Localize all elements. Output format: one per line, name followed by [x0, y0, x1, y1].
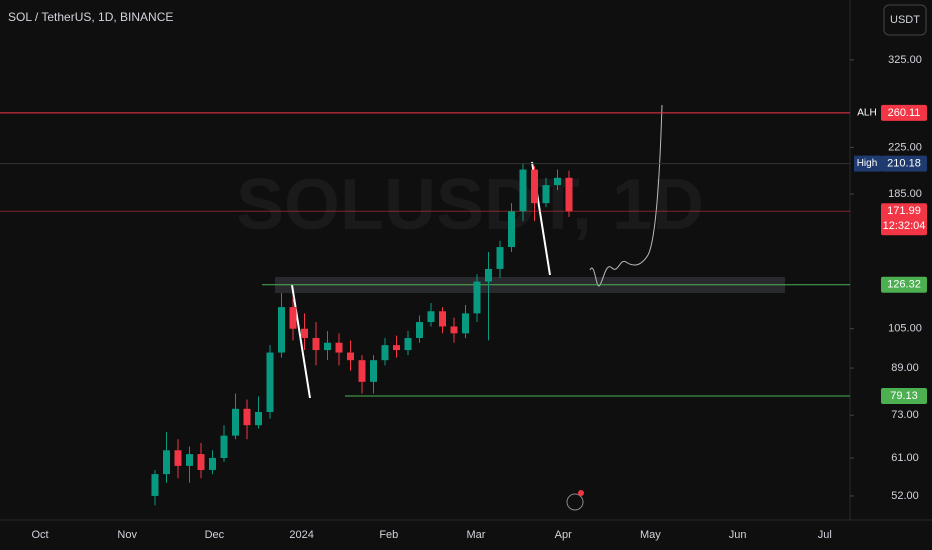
x-tick-label: Jun — [729, 529, 747, 541]
candle-body — [266, 352, 274, 412]
price-label: 210.18 — [887, 158, 921, 170]
candle-body — [542, 185, 550, 204]
candle-body — [393, 345, 400, 351]
candle-body — [370, 360, 377, 382]
candle-body — [404, 337, 412, 351]
x-tick-label: 2024 — [289, 529, 313, 541]
y-tick-label: 325.00 — [888, 54, 922, 66]
price-badge — [881, 203, 927, 236]
price-badge — [881, 104, 927, 121]
x-tick-label: Jul — [818, 529, 832, 541]
candle-body — [186, 454, 193, 466]
price-label: 126.32 — [887, 279, 921, 291]
candle-body — [197, 454, 205, 470]
candle-body — [278, 307, 285, 353]
alert-icon[interactable] — [566, 493, 584, 511]
label-badge — [854, 155, 881, 172]
candle-body — [220, 435, 228, 458]
level-label: High — [857, 158, 878, 169]
candle-body — [531, 169, 538, 204]
candle-body — [312, 337, 320, 351]
candle-body — [163, 450, 170, 475]
x-tick-label: May — [640, 529, 661, 541]
trend-drawing — [291, 284, 311, 399]
currency-button[interactable] — [883, 4, 927, 36]
currency[interactable]: USDT — [890, 14, 920, 26]
price-label: 260.11 — [888, 107, 921, 119]
price-badge — [881, 388, 927, 405]
x-tick-label: Nov — [117, 529, 137, 541]
watermark: SOLUSDT, 1D — [236, 165, 704, 245]
candle-body — [496, 247, 504, 269]
candle-body — [427, 311, 435, 323]
price-badge — [881, 155, 927, 172]
x-tick-label: Oct — [31, 529, 48, 541]
candle-body — [151, 474, 159, 496]
price-label: 79.13 — [890, 390, 918, 402]
y-tick-label: 52.00 — [891, 490, 919, 502]
candle-body — [347, 352, 354, 361]
candle-body — [565, 177, 573, 212]
candle-body — [450, 326, 458, 334]
countdown: 12:32:04 — [883, 220, 926, 232]
alert-dot — [578, 490, 584, 496]
candle-body — [381, 345, 389, 361]
candle-body — [255, 411, 262, 426]
level-label: ALH — [857, 108, 876, 119]
y-tick-label: 185.00 — [888, 188, 922, 200]
candle-body — [485, 268, 492, 282]
candle-body — [519, 169, 527, 212]
y-tick-label: 105.00 — [888, 323, 922, 335]
y-tick-label: 89.00 — [891, 362, 919, 374]
candle-body — [473, 281, 481, 314]
candle-body — [335, 342, 343, 353]
candle-body — [358, 360, 366, 382]
price-badge — [881, 276, 927, 293]
y-tick-label: 73.00 — [891, 409, 919, 421]
x-tick-label: Mar — [467, 529, 486, 541]
chart-title: SOL / TetherUS, 1D, BINANCE — [8, 10, 173, 24]
x-tick-label: Dec — [205, 529, 225, 541]
candle-body — [174, 450, 182, 466]
candle-body — [416, 322, 423, 338]
candle-body — [462, 313, 469, 334]
candle-body — [209, 457, 216, 470]
candle-body — [508, 211, 515, 248]
candle-body — [289, 307, 297, 329]
x-tick-label: Feb — [379, 529, 398, 541]
y-tick-label: 61.00 — [891, 452, 919, 464]
candle-body — [324, 342, 331, 351]
candle-body — [554, 177, 561, 186]
x-tick-label: Apr — [555, 529, 572, 541]
y-tick-label: 225.00 — [888, 141, 922, 153]
candle-body — [243, 408, 251, 426]
candle-body — [301, 328, 308, 338]
candle-body — [439, 311, 446, 327]
price-label: 171.99 — [887, 205, 921, 217]
candle-body — [232, 408, 239, 436]
